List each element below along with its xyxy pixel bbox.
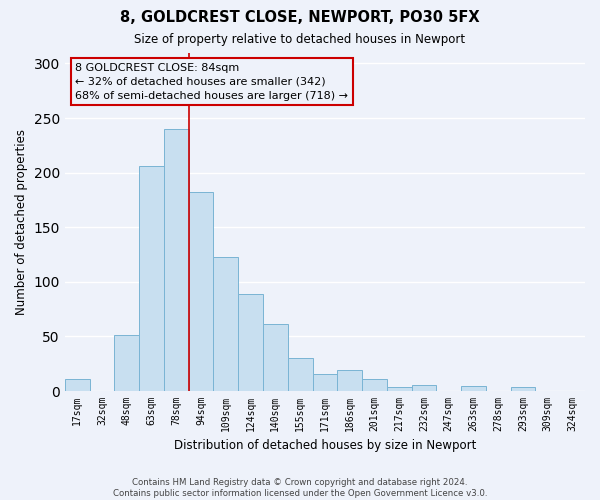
Bar (164, 129, 188, 391)
Bar (139, 166, 164, 391)
Bar (115, 336, 139, 391)
Bar (288, 358, 313, 391)
Bar (337, 370, 362, 391)
Bar (387, 386, 412, 391)
Y-axis label: Number of detached properties: Number of detached properties (15, 129, 28, 315)
Bar (263, 324, 288, 391)
Text: Size of property relative to detached houses in Newport: Size of property relative to detached ho… (134, 32, 466, 46)
Text: Contains HM Land Registry data © Crown copyright and database right 2024.
Contai: Contains HM Land Registry data © Crown c… (113, 478, 487, 498)
Bar (214, 256, 238, 391)
Text: 8 GOLDCREST CLOSE: 84sqm
← 32% of detached houses are smaller (342)
68% of semi-: 8 GOLDCREST CLOSE: 84sqm ← 32% of detach… (75, 62, 348, 100)
Bar (313, 374, 337, 391)
Bar (188, 192, 214, 391)
Bar (362, 379, 387, 391)
Bar (65, 379, 89, 391)
Text: 8, GOLDCREST CLOSE, NEWPORT, PO30 5FX: 8, GOLDCREST CLOSE, NEWPORT, PO30 5FX (120, 10, 480, 25)
Bar (461, 386, 486, 391)
Bar (511, 386, 535, 391)
Bar (412, 384, 436, 391)
Bar (238, 294, 263, 391)
X-axis label: Distribution of detached houses by size in Newport: Distribution of detached houses by size … (174, 440, 476, 452)
